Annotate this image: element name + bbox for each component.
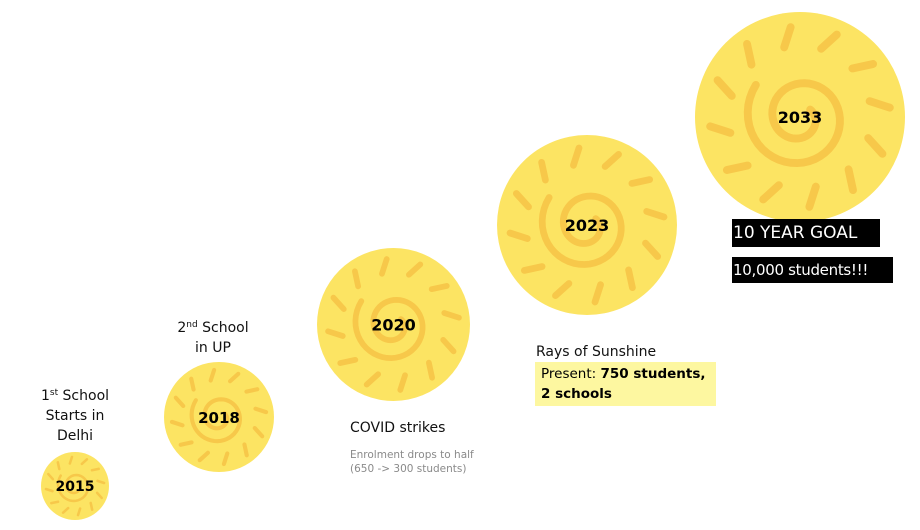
sun-ray — [625, 266, 636, 292]
sun-spiral — [743, 79, 844, 168]
label-2018: 2nd School in UP — [177, 320, 249, 356]
sun-2020: 2020 — [317, 248, 470, 401]
sun-ray — [68, 455, 74, 465]
sun-ray — [379, 256, 390, 277]
sun-ray — [95, 491, 103, 500]
sun-2018: 2018 — [164, 362, 274, 472]
sun-ray — [552, 280, 573, 300]
sun-ray — [844, 165, 857, 195]
sun-ray — [330, 294, 347, 312]
sun-ray — [848, 60, 878, 73]
sun-spiral — [352, 296, 426, 361]
label-2023: Rays of Sunshine — [536, 344, 657, 360]
sun-ray — [743, 39, 756, 69]
label-2020: COVID strikes — [350, 420, 446, 436]
sun-2023: 2023 — [497, 135, 677, 315]
sun-ray — [189, 376, 196, 392]
sun-ray — [50, 500, 60, 505]
sun-2015: 2015 — [41, 452, 109, 520]
year-2023: 2023 — [565, 216, 610, 235]
present-highlight: Present: 750 students, 2 schools — [535, 362, 716, 406]
sun-ray — [512, 190, 532, 211]
sun-2033: 2033 — [695, 12, 905, 222]
sun-ray — [601, 150, 622, 170]
sun-ray — [44, 487, 54, 493]
sun-spiral — [189, 397, 242, 444]
sun-ray — [76, 507, 82, 517]
sun-ray — [722, 161, 752, 174]
sun-ray — [363, 371, 381, 388]
sun-ray — [440, 337, 457, 355]
sun-ray — [61, 506, 70, 514]
sun-ray — [538, 158, 549, 184]
sun-2015-rays — [41, 452, 109, 520]
year-2033: 2033 — [778, 108, 823, 127]
sun-ray — [628, 176, 654, 187]
sun-ray — [197, 450, 211, 463]
sun-ray — [244, 387, 260, 394]
sun-ray — [805, 182, 820, 211]
sun-ray — [865, 97, 894, 112]
sun-ray — [252, 425, 265, 439]
sun-ray — [80, 458, 89, 466]
sun-ray — [425, 359, 435, 381]
sun-ray — [96, 479, 106, 485]
sun-2033-rays — [695, 12, 905, 222]
sun-ray — [591, 281, 604, 306]
sun-ray — [643, 208, 668, 221]
sun-ray — [47, 472, 55, 481]
year-2018: 2018 — [198, 409, 240, 427]
label-2015: 1st School Starts in Delhi — [40, 388, 110, 444]
year-2020: 2020 — [371, 316, 416, 335]
sun-ray — [337, 356, 359, 366]
sun-ray — [817, 30, 841, 53]
sun-ray — [242, 442, 249, 458]
sun-ray — [759, 181, 783, 204]
sun-ray — [56, 461, 61, 471]
goal-subtitle-box: 10,000 students!!! — [732, 257, 893, 283]
sun-ray — [706, 122, 735, 137]
sun-ray — [570, 144, 583, 169]
year-2015: 2015 — [56, 479, 95, 495]
sun-spiral — [538, 192, 625, 268]
sun-ray — [325, 328, 346, 339]
sun-ray — [227, 371, 241, 384]
sun-ray — [441, 310, 462, 321]
sun-2023-rays — [497, 135, 677, 315]
sun-spiral — [56, 473, 90, 503]
sun-ray — [780, 23, 795, 52]
sun-ray — [520, 263, 546, 274]
note-2020: Enrolment drops to half (650 -> 300 stud… — [350, 449, 474, 475]
sun-ray — [713, 76, 736, 100]
sun-ray — [169, 419, 185, 428]
sun-2020-rays — [317, 248, 470, 401]
sun-ray — [90, 467, 100, 472]
sun-ray — [397, 372, 408, 393]
sun-ray — [428, 283, 450, 293]
sun-2018-rays — [164, 362, 274, 472]
sun-ray — [178, 440, 194, 447]
sun-ray — [221, 451, 230, 467]
sun-ray — [642, 239, 662, 260]
sun-ray — [89, 501, 94, 511]
sun-ray — [208, 367, 217, 383]
sun-ray — [173, 395, 186, 409]
sun-ray — [352, 268, 362, 290]
goal-title-box: 10 YEAR GOAL — [732, 219, 880, 247]
sun-ray — [506, 229, 531, 242]
sun-ray — [864, 134, 887, 158]
sun-ray — [253, 406, 269, 415]
sun-ray — [406, 261, 424, 278]
